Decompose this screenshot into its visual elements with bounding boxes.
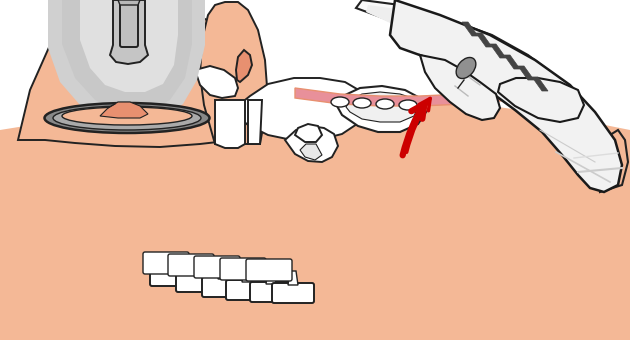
Polygon shape (295, 124, 322, 142)
Polygon shape (490, 44, 506, 58)
Ellipse shape (53, 106, 201, 130)
Polygon shape (236, 50, 252, 82)
Polygon shape (230, 78, 368, 140)
Polygon shape (532, 77, 548, 91)
FancyBboxPatch shape (246, 259, 292, 281)
Polygon shape (242, 268, 252, 282)
Polygon shape (356, 0, 578, 114)
Polygon shape (285, 126, 338, 162)
Polygon shape (498, 78, 584, 122)
Ellipse shape (456, 57, 476, 79)
Polygon shape (476, 33, 492, 47)
FancyBboxPatch shape (272, 283, 314, 303)
Ellipse shape (353, 98, 371, 108)
Polygon shape (504, 55, 520, 69)
Ellipse shape (399, 100, 417, 110)
Polygon shape (48, 0, 205, 122)
FancyBboxPatch shape (120, 1, 138, 47)
Polygon shape (337, 86, 426, 132)
Polygon shape (166, 254, 176, 268)
Polygon shape (0, 98, 630, 340)
Polygon shape (462, 22, 478, 36)
Polygon shape (295, 86, 558, 106)
Polygon shape (195, 66, 238, 98)
FancyBboxPatch shape (143, 252, 189, 274)
Polygon shape (215, 100, 245, 148)
Polygon shape (518, 66, 534, 80)
FancyBboxPatch shape (226, 280, 268, 300)
Polygon shape (218, 265, 228, 279)
Polygon shape (248, 100, 262, 144)
Polygon shape (600, 130, 628, 192)
Ellipse shape (45, 103, 210, 133)
Polygon shape (192, 260, 202, 274)
FancyBboxPatch shape (150, 266, 192, 286)
Ellipse shape (331, 97, 349, 107)
FancyBboxPatch shape (168, 254, 214, 276)
FancyBboxPatch shape (250, 282, 292, 302)
Polygon shape (110, 0, 148, 64)
Polygon shape (366, 5, 569, 108)
Polygon shape (390, 0, 622, 192)
Polygon shape (288, 271, 298, 285)
Polygon shape (100, 102, 148, 118)
FancyBboxPatch shape (176, 272, 218, 292)
Polygon shape (80, 0, 178, 92)
FancyBboxPatch shape (202, 277, 244, 297)
Ellipse shape (376, 99, 394, 109)
Polygon shape (200, 2, 268, 144)
Polygon shape (420, 55, 500, 120)
Polygon shape (118, 0, 140, 5)
Polygon shape (18, 0, 260, 147)
Polygon shape (346, 92, 418, 122)
Polygon shape (62, 0, 192, 112)
FancyBboxPatch shape (220, 258, 266, 280)
FancyBboxPatch shape (194, 256, 240, 278)
Polygon shape (300, 144, 322, 160)
Polygon shape (266, 270, 276, 284)
Ellipse shape (62, 107, 192, 125)
